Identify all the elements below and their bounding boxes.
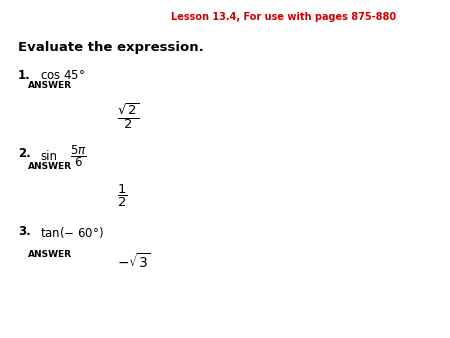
Text: 3.: 3.: [18, 225, 31, 238]
Text: tan($-$ 60$\degree$): tan($-$ 60$\degree$): [40, 225, 104, 240]
Text: sin: sin: [40, 150, 58, 163]
Text: cos 45$\degree$: cos 45$\degree$: [40, 69, 86, 82]
Text: Evaluate the expression.: Evaluate the expression.: [18, 41, 204, 53]
Text: 1.: 1.: [18, 69, 31, 82]
Text: $\dfrac{\sqrt{2}}{2}$: $\dfrac{\sqrt{2}}{2}$: [117, 101, 139, 131]
Text: $\dfrac{5\pi}{6}$: $\dfrac{5\pi}{6}$: [70, 144, 86, 169]
Text: $-\sqrt{3}$: $-\sqrt{3}$: [117, 252, 151, 271]
Text: ANSWER: ANSWER: [27, 250, 72, 259]
Text: ANSWER: ANSWER: [27, 162, 72, 171]
Text: $\dfrac{1}{2}$: $\dfrac{1}{2}$: [117, 183, 127, 209]
Text: 2.: 2.: [18, 147, 31, 160]
Text: Lesson 13.4, For use with pages 875-880: Lesson 13.4, For use with pages 875-880: [171, 12, 396, 22]
Text: ANSWER: ANSWER: [27, 81, 72, 90]
